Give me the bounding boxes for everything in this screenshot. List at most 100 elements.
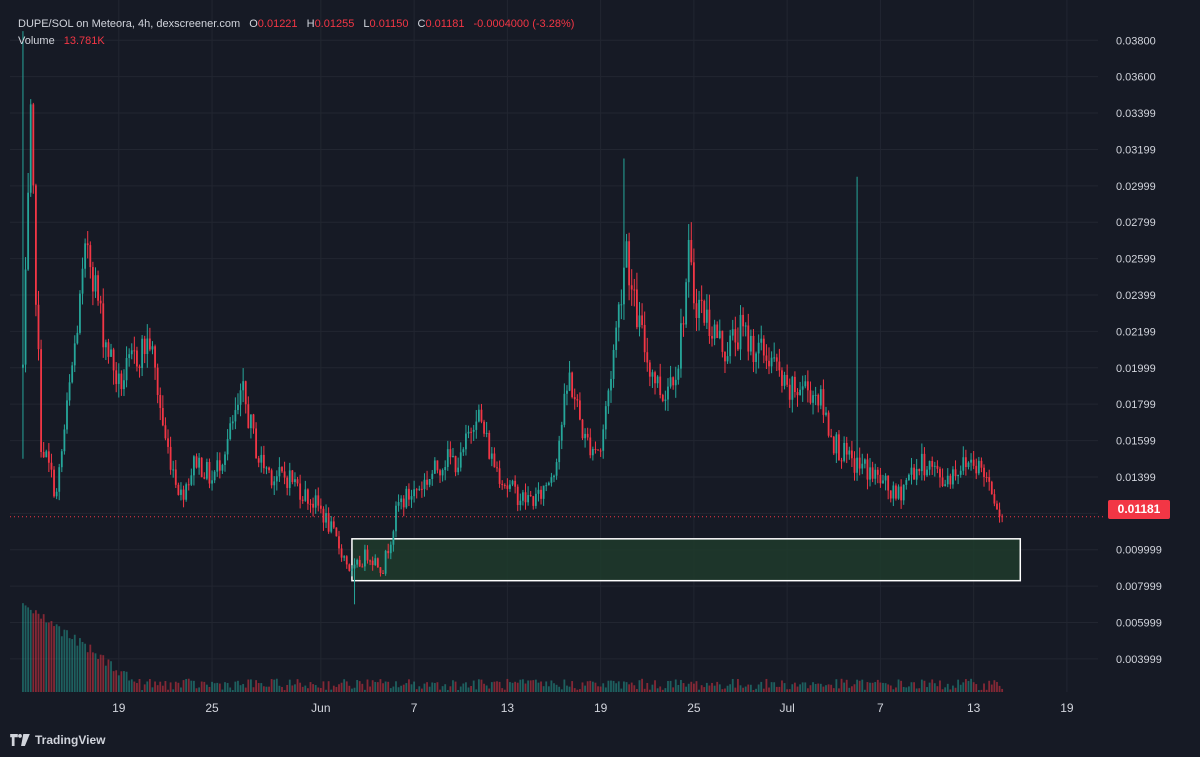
y-tick-label: 0.005999	[1116, 618, 1162, 630]
volume-bar	[651, 684, 654, 692]
candle-body	[607, 390, 610, 407]
candle-body	[964, 457, 967, 468]
volume-bar	[71, 639, 74, 692]
candle-body	[244, 381, 247, 405]
candle-body	[915, 469, 918, 480]
candle-body	[871, 467, 874, 479]
volume-bar	[708, 685, 711, 692]
candle-body	[669, 377, 672, 387]
volume-bar	[638, 680, 641, 692]
volume-bar	[110, 661, 112, 692]
volume-bar	[379, 679, 382, 692]
volume-bar	[532, 680, 535, 692]
candle-body	[931, 460, 934, 467]
volume-bar	[371, 680, 374, 692]
volume-bar	[330, 689, 333, 692]
volume-bar	[765, 678, 768, 692]
volume-bar	[610, 680, 612, 692]
candle-body	[143, 338, 146, 354]
volume-bar	[594, 682, 597, 692]
volume-bar	[827, 684, 830, 692]
volume-bar	[900, 680, 903, 692]
volume-bar	[431, 682, 434, 692]
candle-body	[493, 453, 496, 468]
candle-body	[718, 330, 721, 339]
candle-body	[257, 458, 260, 463]
volume-bar	[646, 682, 649, 692]
candle-body	[742, 314, 745, 327]
volume-bar	[231, 690, 234, 692]
candle-body	[376, 558, 379, 568]
candle-body	[540, 489, 542, 499]
candle-body	[299, 483, 302, 500]
volume-bar	[439, 689, 441, 692]
x-tick-label: 19	[112, 701, 126, 715]
volume-bar	[351, 688, 353, 692]
volume-bar	[589, 680, 592, 692]
tradingview-brand[interactable]: TradingView	[10, 733, 105, 747]
price-axis[interactable]: 0.03800 0.03600 0.03399 0.03199 0.02999 0.027…	[1116, 35, 1162, 666]
candle-body	[465, 433, 467, 450]
volume-bar	[571, 681, 574, 692]
y-tick-label: 0.02199	[1116, 326, 1156, 338]
candle-body	[496, 467, 498, 469]
volume-bar	[926, 687, 928, 692]
volume-bar	[558, 686, 561, 692]
volume-bar	[356, 679, 359, 692]
volume-bar	[845, 679, 848, 692]
volume-bar	[363, 689, 366, 692]
candle-body	[853, 458, 856, 473]
candle-body	[193, 456, 195, 476]
candle-body	[472, 429, 475, 432]
candle-body	[262, 454, 265, 469]
demand-zone[interactable]	[351, 538, 1022, 582]
candle-body	[822, 389, 825, 415]
candle-body	[198, 457, 201, 468]
candle-body	[882, 480, 884, 484]
volume-bar	[415, 689, 418, 692]
volume-bar	[866, 682, 869, 692]
candle-body	[985, 477, 988, 479]
candle-body	[99, 300, 102, 304]
candle-body	[573, 397, 576, 400]
time-axis[interactable]: 19 25 Jun 7 13 19 25 Jul 7 13 19	[112, 701, 1074, 715]
volume-bar	[161, 685, 164, 692]
volume-bar	[488, 688, 491, 692]
volume-bar	[584, 685, 586, 692]
volume-bar	[547, 686, 550, 692]
candle-body	[104, 342, 107, 348]
volume-bar	[449, 686, 452, 692]
symbol-title[interactable]: DUPE/SOL on Meteora, 4h, dexscreener.com	[18, 18, 241, 30]
volume-bar	[115, 670, 118, 692]
volume-bar	[581, 682, 584, 692]
candle-body	[977, 460, 980, 474]
candle-body	[94, 275, 97, 292]
candle-body	[628, 241, 631, 286]
x-tick-label: 19	[1060, 701, 1074, 715]
candle-body	[402, 498, 405, 508]
candle-body	[431, 473, 434, 480]
volume-bar	[534, 679, 537, 692]
volume-bar	[856, 679, 858, 692]
volume-bar	[498, 681, 501, 692]
volume-bar	[783, 683, 786, 692]
candle-body	[392, 531, 395, 545]
volume-bar	[405, 683, 408, 692]
candle-body	[620, 304, 623, 306]
volume-bar	[208, 686, 211, 692]
volume-bar	[299, 682, 302, 692]
volume-bar	[615, 683, 618, 692]
volume-bar	[361, 683, 364, 692]
candle-body	[817, 394, 820, 406]
candle-body	[343, 556, 346, 558]
volume-bar	[27, 607, 30, 692]
volume-bar	[133, 681, 136, 692]
volume-bar	[832, 688, 835, 692]
candle-body	[692, 262, 695, 304]
volume-bar	[278, 685, 281, 692]
candle-body	[993, 494, 996, 504]
volume-bar	[60, 636, 63, 692]
volume-bar	[861, 679, 864, 692]
